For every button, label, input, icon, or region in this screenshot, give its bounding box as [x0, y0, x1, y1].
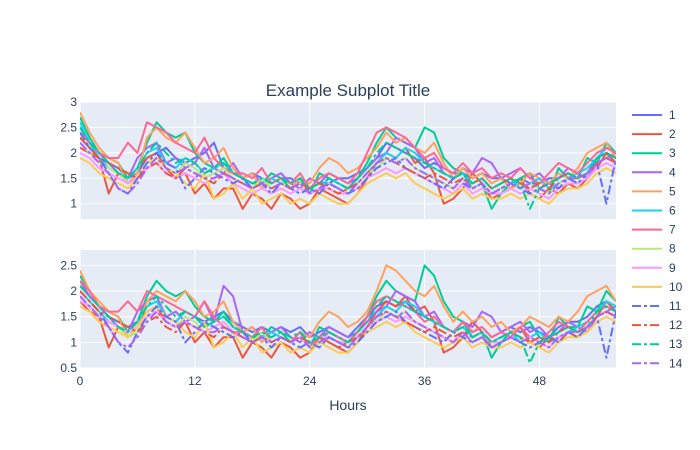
- series-line-12: [80, 136, 616, 195]
- series-line-5: [80, 111, 616, 190]
- series-line-13: [80, 126, 616, 210]
- series-line-13: [80, 285, 616, 364]
- legend-item: 12: [632, 318, 683, 332]
- y-tick-label: 2.5: [60, 120, 77, 134]
- series-line-14: [80, 142, 616, 195]
- legend-item: 7: [632, 223, 676, 237]
- x-tick-label: 36: [418, 374, 432, 388]
- legend-label: 9: [669, 261, 676, 275]
- legend-item: 13: [632, 337, 683, 351]
- y-tick-label: 2: [70, 146, 77, 160]
- legend-item: 9: [632, 261, 676, 275]
- series-line-1: [80, 136, 616, 190]
- subplot-2: 0.5 1 1.5 2 2.5: [60, 250, 616, 375]
- legend-item: 3: [632, 146, 676, 160]
- x-tick-label: 12: [188, 374, 202, 388]
- y-tick-label: 1: [70, 197, 77, 211]
- legend-item: 2: [632, 127, 676, 141]
- legend-label: 4: [669, 165, 676, 179]
- legend-label: 10: [669, 280, 683, 294]
- legend-label: 8: [669, 242, 676, 256]
- series-line-14: [80, 295, 616, 349]
- legend-label: 7: [669, 223, 676, 237]
- legend-item: 4: [632, 165, 676, 179]
- legend-item: 11: [632, 299, 682, 313]
- legend-item: 10: [632, 280, 683, 294]
- y-tick-label: 1.5: [60, 310, 77, 324]
- series-line-12: [80, 290, 616, 349]
- legend-label: 13: [669, 337, 683, 351]
- y-tick-label: 0.5: [60, 361, 77, 375]
- legend-label: 12: [669, 318, 683, 332]
- subplot-1: 1 1.5 2 2.5 3: [60, 95, 616, 219]
- legend-item: 6: [632, 204, 676, 218]
- series-line-4: [80, 280, 616, 344]
- series-line-7: [80, 121, 616, 190]
- legend-item: 14: [632, 356, 683, 370]
- y-tick-label: 2.5: [60, 258, 77, 272]
- legend-label: 3: [669, 146, 676, 160]
- y-tick-label: 3: [70, 95, 77, 109]
- legend-item: 8: [632, 242, 676, 256]
- y-tick-label: 2: [70, 284, 77, 298]
- x-tick-label: 0: [77, 374, 84, 388]
- legend-label: 5: [669, 184, 676, 198]
- chart-title: Example Subplot Title: [266, 81, 430, 100]
- x-axis-title: Hours: [329, 397, 366, 413]
- plot-area: 1 1.5 2 2.5 3 0.5 1 1.5 2 2.5 0 12 24 36 48: [60, 95, 616, 388]
- legend-label: 2: [669, 127, 676, 141]
- series-group: [80, 264, 616, 364]
- y-tick-label: 1.5: [60, 171, 77, 185]
- series-line-11: [80, 290, 616, 359]
- legend-item: 5: [632, 184, 676, 198]
- legend-label: 1: [669, 108, 676, 122]
- y-tick-label: 1: [70, 335, 77, 349]
- series-group: [80, 111, 616, 210]
- legend-label: 6: [669, 204, 676, 218]
- legend-label: 14: [669, 356, 683, 370]
- x-tick-label: 24: [303, 374, 317, 388]
- x-tick-label: 48: [533, 374, 547, 388]
- series-line-5: [80, 264, 616, 344]
- legend-label: 11: [669, 299, 682, 313]
- legend-item: 1: [632, 108, 676, 122]
